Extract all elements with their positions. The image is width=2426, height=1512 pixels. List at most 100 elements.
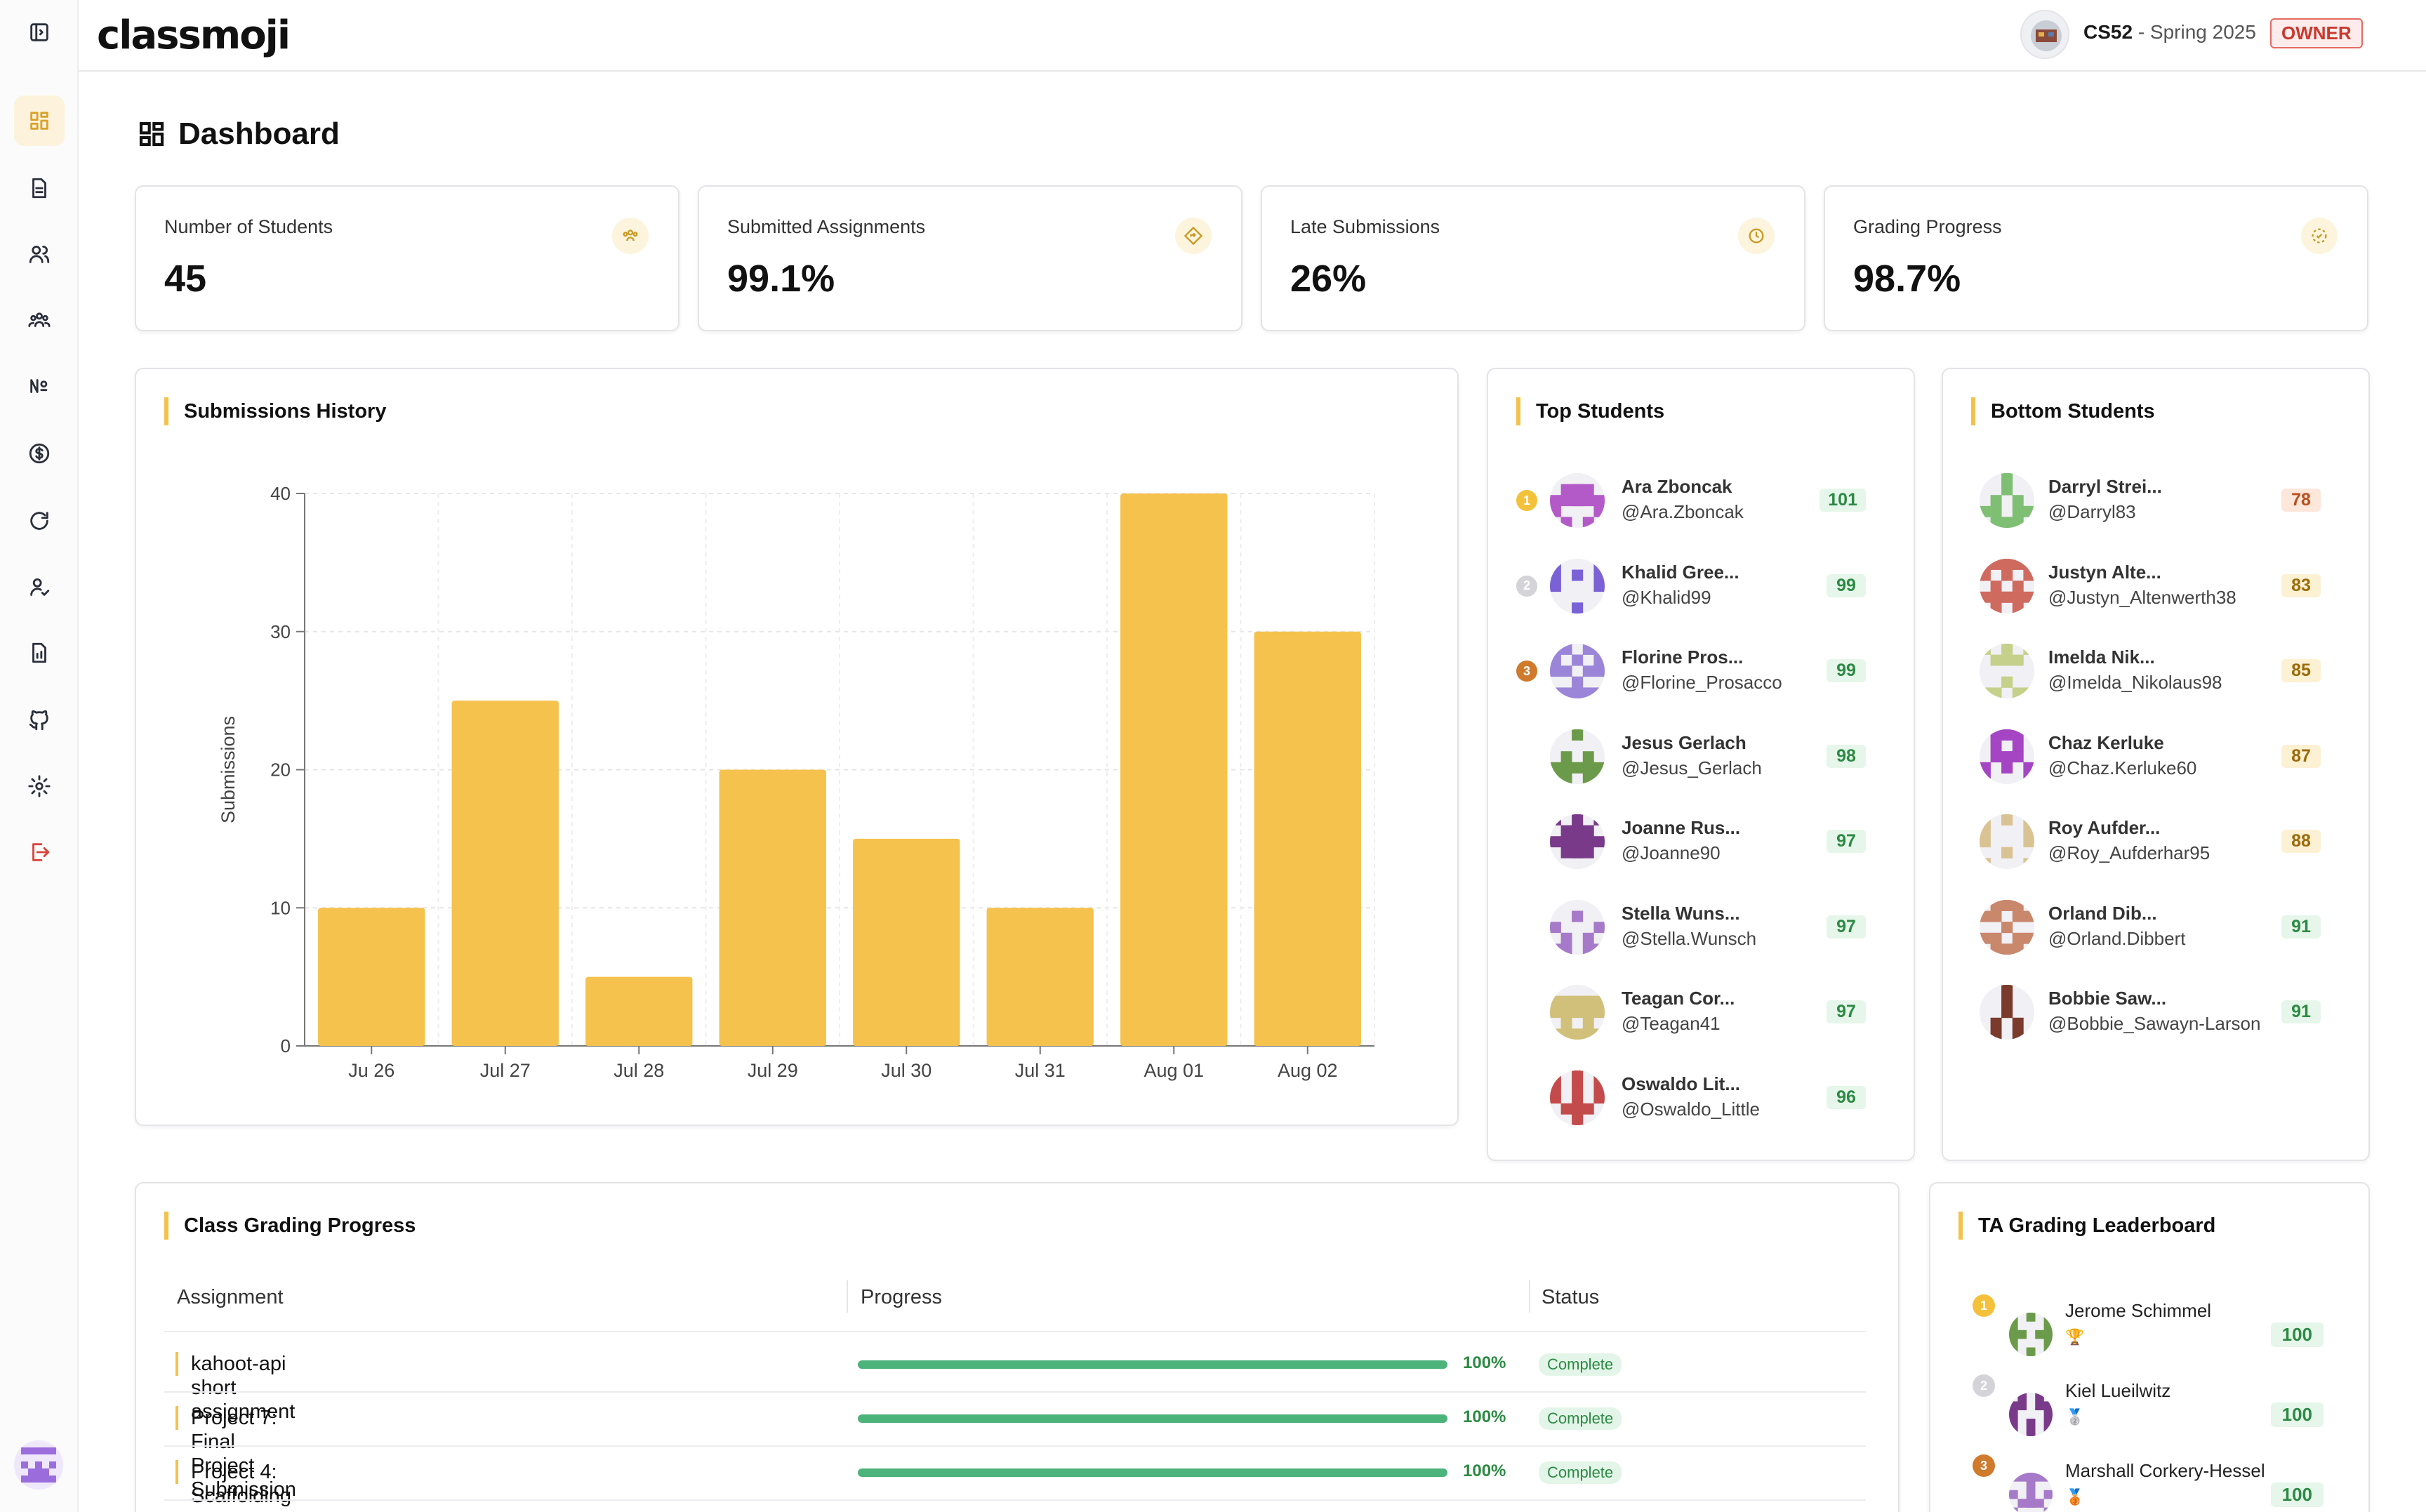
identicon-avatar [1980,644,2034,698]
clock-icon [1738,218,1775,254]
students-icon [612,218,649,254]
rank-badge: 3 [1973,1454,1995,1477]
x-tick-label: Jul 27 [480,1060,531,1081]
assignment-name[interactable]: kahoot-api short assignment [175,1352,295,1423]
role-badge: OWNER [2270,18,2363,48]
stat-value: 45 [164,258,207,300]
student-name: Roy Aufder... [2048,817,2161,838]
assignment-name[interactable]: Project 7: Final Project Submission [175,1406,296,1501]
top-student-row[interactable]: 2 Khalid Gree... @Khalid99 99 [1516,550,1895,621]
sidebar-item-logout[interactable] [14,827,65,877]
bar[interactable] [719,769,826,1047]
x-tick-label: Jul 31 [1015,1060,1066,1081]
bottom-student-row[interactable]: Darryl Strei... @Darryl83 78 [1980,465,2359,535]
course-term: - Spring 2025 [2133,21,2256,43]
stat-card-grading: Grading Progress 98.7% [1824,185,2368,331]
bar[interactable] [986,908,1094,1046]
top-header: classmoji CS52 - Spring 2025 OWNER [79,0,2426,72]
bar[interactable] [585,976,693,1046]
column-header-progress[interactable]: Progress [861,1286,943,1308]
student-name: Khalid Gree... [1622,561,1739,583]
ta-row[interactable]: 1 Jerome Schimmel 🏆 100 [1958,1294,2352,1372]
users-icon [29,245,50,263]
score-badge: 91 [2281,1000,2321,1023]
course-selector[interactable]: CS52 - Spring 2025 [2083,21,2256,44]
trophy-icon: 🏆 [2065,1328,2085,1346]
student-name: Imelda Nik... [2048,646,2155,668]
trophy-icon: 🥈 [2065,1408,2085,1426]
identicon-avatar [1550,558,1605,614]
sidebar-item-assignments[interactable] [14,163,65,213]
assignment-name[interactable]: Project 4: Scaffolding [175,1460,291,1507]
top-student-row[interactable]: 1 Ara Zboncak @Ara.Zboncak 101 [1516,465,1895,535]
sidebar-item-reports[interactable] [14,628,65,678]
sidebar-item-dashboard[interactable] [14,95,65,146]
stat-label: Late Submissions [1290,216,1440,237]
avatar [1550,1070,1605,1125]
bottom-student-row[interactable]: Roy Aufder... @Roy_Aufderhar95 88 [1980,806,2359,876]
bottom-student-row[interactable]: Chaz Kerluke @Chaz.Kerluke60 87 [1980,721,2359,791]
top-student-row[interactable]: Jesus Gerlach @Jesus_Gerlach 98 [1516,721,1895,791]
bottom-student-row[interactable]: Justyn Alte... @Justyn_Altenwerth38 83 [1980,550,2359,621]
identicon-avatar [1980,985,2034,1040]
app-logo[interactable]: classmoji [97,13,291,58]
identicon-avatar [1550,1070,1605,1125]
sidebar-item-regrades[interactable] [14,496,65,546]
student-name: Orland Dib... [2048,902,2157,924]
submissions-bar-chart: 0 10 20 30 40 Ju 26 Jul 27 Jul 28 Jul 29 Jul 30 Ju… [218,483,1375,1081]
ta-row[interactable]: 3 Marshall Corkery-Hessel 🥉 100 [1958,1454,2352,1512]
section-title: Bottom Students [1971,397,2155,425]
bar[interactable] [451,701,559,1046]
sidebar-item-teams[interactable] [14,295,65,345]
score-badge: 100 [2270,1322,2324,1347]
sidebar-item-settings[interactable] [14,761,65,811]
student-handle: @Florine_Prosacco [1622,672,1782,693]
top-student-row[interactable]: Joanne Rus... @Joanne90 97 [1516,806,1895,876]
user-avatar[interactable] [14,1440,63,1490]
settings-icon [28,775,51,797]
bottom-student-row[interactable]: Orland Dib... @Orland.Dibbert 91 [1980,891,2359,962]
sidebar-item-github[interactable] [14,695,65,745]
stat-card-late: Late Submissions 26% [1261,185,1805,331]
bottom-student-row[interactable]: Bobbie Saw... @Bobbie_Sawayn-Larson 91 [1980,976,2359,1047]
sidebar-item-graders[interactable] [14,562,65,612]
identicon-avatar [1980,899,2034,955]
student-handle: @Jesus_Gerlach [1622,757,1762,778]
column-header-assignment[interactable]: Assignment [177,1286,284,1308]
course-logo-icon [2031,20,2062,51]
ta-row[interactable]: 2 Kiel Lueilwitz 🥈 100 [1958,1374,2352,1452]
column-header-status[interactable]: Status [1542,1286,1600,1308]
top-student-row[interactable]: Teagan Cor... @Teagan41 97 [1516,976,1895,1047]
score-badge: 97 [1827,915,1866,939]
student-handle: @Orland.Dibbert [2048,927,2186,949]
bar[interactable] [853,838,960,1046]
top-student-row[interactable]: 3 Florine Pros... @Florine_Prosacco 99 [1516,635,1895,705]
toggle-sidebar-button[interactable] [14,7,65,58]
bar[interactable] [1254,631,1361,1046]
sidebar-item-tokens[interactable] [14,428,65,479]
score-badge: 87 [2281,744,2321,768]
bar[interactable] [1120,493,1228,1046]
rank-badge: 2 [1973,1374,1995,1397]
y-tick-label: 10 [270,897,291,918]
bar[interactable] [318,908,425,1046]
student-handle: @Khalid99 [1622,586,1711,608]
avatar [2009,1313,2053,1356]
column-divider [1529,1280,1530,1313]
student-handle: @Ara.Zboncak [1622,501,1744,522]
top-student-row[interactable]: Oswaldo Lit... @Oswaldo_Little 96 [1516,1062,1895,1132]
bottom-student-row[interactable]: Imelda Nik... @Imelda_Nikolaus98 85 [1980,635,2359,705]
column-divider [847,1280,848,1313]
score-badge: 78 [2281,489,2321,512]
score-badge: 99 [1827,573,1866,597]
sidebar-item-students[interactable] [14,229,65,279]
page-title-text: Dashboard [178,117,340,151]
identicon-avatar [2009,1313,2053,1356]
sidebar-item-numbers[interactable] [14,361,65,411]
progress-percent: 100% [1463,1461,1506,1480]
dashboard-icon [30,112,48,130]
report-icon [32,642,46,663]
status-badge: Complete [1539,1407,1622,1430]
rank-badge: 2 [1516,575,1537,597]
top-student-row[interactable]: Stella Wuns... @Stella.Wunsch 97 [1516,891,1895,962]
